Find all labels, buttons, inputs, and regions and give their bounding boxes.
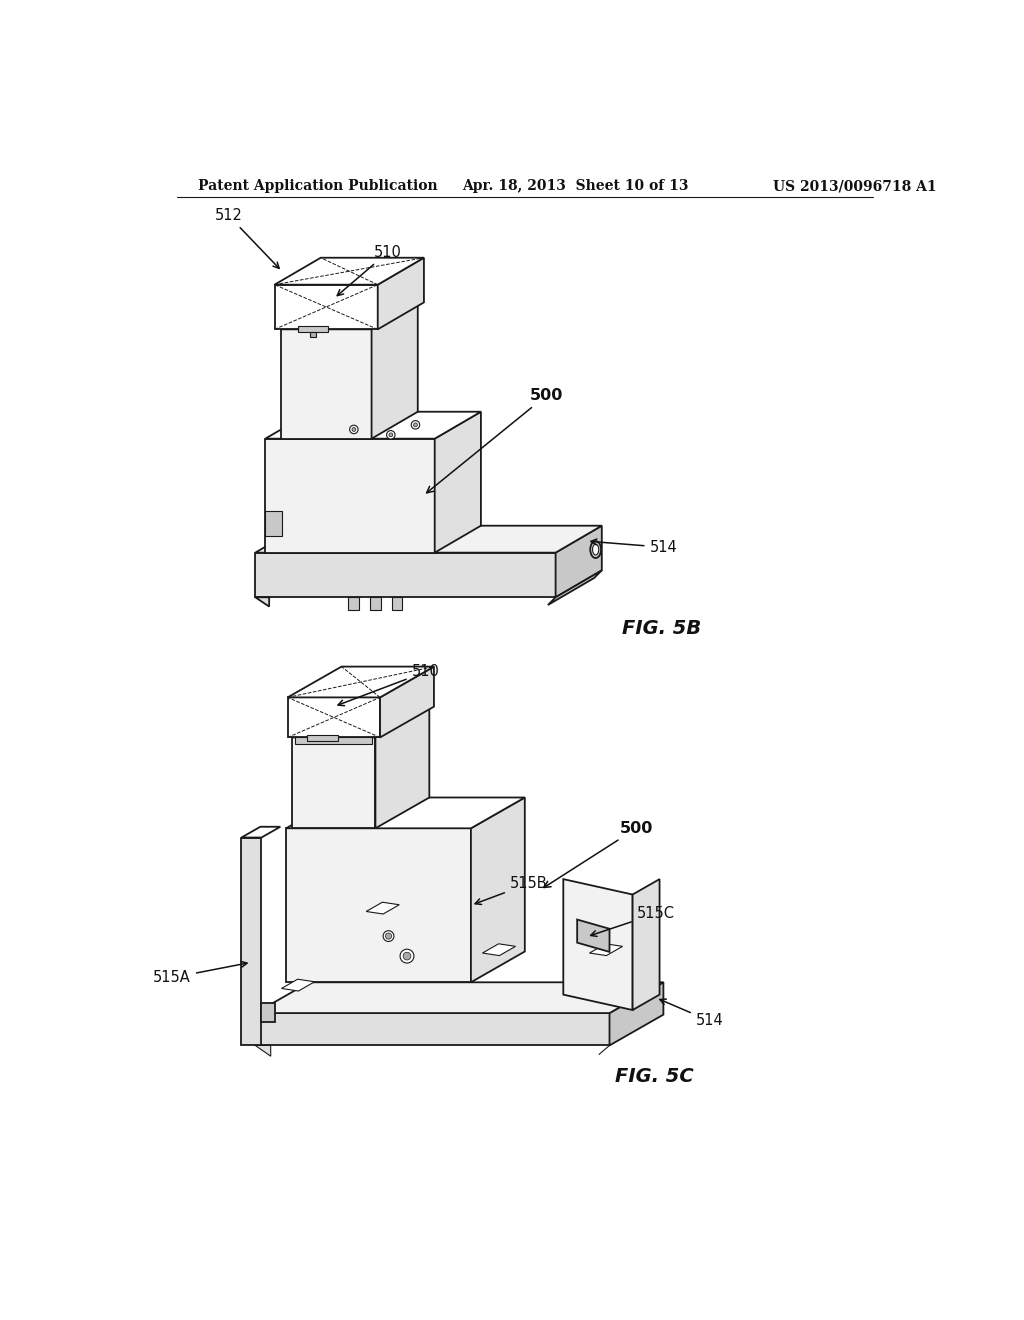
Text: 512: 512: [214, 207, 280, 268]
Polygon shape: [380, 667, 434, 738]
Polygon shape: [292, 738, 376, 829]
Polygon shape: [556, 525, 602, 598]
Polygon shape: [255, 525, 602, 553]
Text: 515C: 515C: [591, 907, 675, 936]
Polygon shape: [599, 1045, 609, 1055]
Text: 514: 514: [591, 539, 677, 554]
Polygon shape: [292, 706, 429, 738]
Polygon shape: [282, 979, 314, 991]
Polygon shape: [391, 598, 402, 610]
Text: 515A: 515A: [154, 961, 247, 985]
Polygon shape: [482, 944, 515, 956]
Circle shape: [352, 428, 355, 432]
Ellipse shape: [593, 544, 599, 554]
Circle shape: [412, 421, 420, 429]
Polygon shape: [563, 879, 633, 1010]
Polygon shape: [471, 797, 524, 982]
Polygon shape: [590, 944, 623, 956]
Text: US 2013/0096718 A1: US 2013/0096718 A1: [772, 180, 936, 193]
Circle shape: [400, 949, 414, 964]
Polygon shape: [261, 1003, 275, 1022]
Polygon shape: [376, 706, 429, 829]
Circle shape: [389, 433, 393, 437]
Circle shape: [414, 422, 418, 426]
Polygon shape: [307, 735, 338, 742]
Polygon shape: [372, 302, 418, 438]
Polygon shape: [242, 838, 261, 1045]
Circle shape: [383, 931, 394, 941]
Polygon shape: [274, 285, 378, 330]
Ellipse shape: [590, 541, 601, 558]
Polygon shape: [286, 797, 524, 829]
Circle shape: [349, 425, 358, 434]
Polygon shape: [265, 511, 283, 536]
Polygon shape: [255, 1014, 609, 1045]
Polygon shape: [255, 1045, 270, 1056]
Text: 500: 500: [544, 821, 653, 887]
Polygon shape: [255, 982, 664, 1014]
Text: 514: 514: [659, 999, 724, 1028]
Polygon shape: [310, 333, 316, 337]
Polygon shape: [286, 829, 471, 982]
Polygon shape: [348, 598, 359, 610]
Polygon shape: [370, 598, 381, 610]
Text: 515B: 515B: [475, 876, 548, 904]
Polygon shape: [281, 302, 418, 330]
Polygon shape: [578, 920, 609, 952]
Circle shape: [387, 430, 395, 440]
Text: FIG. 5C: FIG. 5C: [614, 1067, 693, 1086]
Polygon shape: [265, 412, 481, 438]
Polygon shape: [367, 903, 399, 913]
Circle shape: [403, 952, 411, 960]
Polygon shape: [242, 826, 281, 838]
Text: Patent Application Publication: Patent Application Publication: [199, 180, 438, 193]
Text: 510: 510: [338, 664, 439, 706]
Polygon shape: [298, 326, 329, 333]
Polygon shape: [378, 257, 424, 330]
Polygon shape: [288, 697, 380, 738]
Polygon shape: [255, 553, 556, 598]
Text: 500: 500: [427, 388, 563, 492]
Polygon shape: [295, 738, 373, 743]
Polygon shape: [274, 257, 424, 285]
Circle shape: [385, 933, 391, 940]
Text: FIG. 5B: FIG. 5B: [623, 619, 701, 638]
Polygon shape: [288, 667, 434, 697]
Polygon shape: [255, 598, 269, 607]
Text: Apr. 18, 2013  Sheet 10 of 13: Apr. 18, 2013 Sheet 10 of 13: [462, 180, 688, 193]
Polygon shape: [281, 330, 372, 438]
Polygon shape: [265, 438, 435, 553]
Polygon shape: [435, 412, 481, 553]
Text: 510: 510: [337, 244, 401, 296]
Polygon shape: [548, 570, 602, 605]
Polygon shape: [633, 879, 659, 1010]
Polygon shape: [609, 982, 664, 1045]
